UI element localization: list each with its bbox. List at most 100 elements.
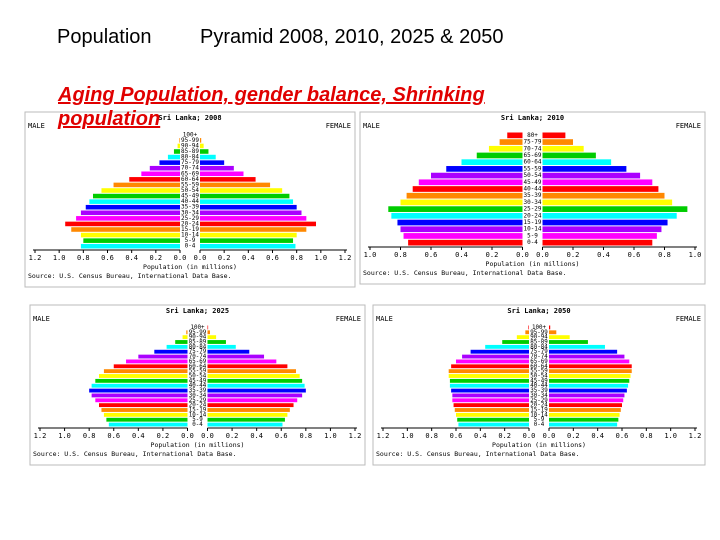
x-tick-label: 1.0 bbox=[53, 254, 66, 262]
age-label: 20-24 bbox=[189, 403, 207, 409]
bar-male bbox=[179, 138, 180, 143]
bar-female bbox=[542, 186, 659, 192]
age-label: 0-4 bbox=[527, 239, 538, 246]
x-tick-label: 0.0 bbox=[181, 432, 194, 440]
age-label: 0-4 bbox=[192, 422, 203, 428]
bar-male bbox=[65, 221, 180, 227]
age-label: 90-94 bbox=[189, 335, 207, 341]
x-tick-label: 1.0 bbox=[58, 432, 71, 440]
x-tick-label: 0.6 bbox=[425, 251, 438, 259]
age-label: 40-44 bbox=[181, 198, 199, 205]
age-label: 80-84 bbox=[181, 154, 199, 161]
bar-female bbox=[549, 344, 605, 349]
bar-male bbox=[99, 403, 188, 408]
bar-female bbox=[549, 340, 588, 344]
x-tick-label: 0.8 bbox=[77, 254, 90, 262]
x-tick-label: 0.4 bbox=[597, 251, 610, 259]
bar-female bbox=[542, 219, 668, 226]
bar-male bbox=[462, 354, 529, 359]
bar-female bbox=[207, 344, 236, 349]
x-tick-label: 0.8 bbox=[425, 432, 438, 440]
age-label: 90-94 bbox=[530, 335, 548, 341]
x-tick-label: 1.2 bbox=[29, 254, 42, 262]
age-label: 85-89 bbox=[189, 340, 207, 346]
bar-male bbox=[476, 152, 523, 159]
age-label: 20-24 bbox=[181, 220, 199, 227]
bar-male bbox=[89, 199, 180, 204]
bar-male bbox=[113, 182, 180, 188]
bar-male bbox=[408, 239, 523, 246]
bar-female bbox=[549, 369, 632, 374]
x-tick-label: 0.0 bbox=[523, 432, 536, 440]
bar-female bbox=[549, 354, 625, 359]
age-label: 40-44 bbox=[523, 186, 541, 193]
x-tick-label: 1.2 bbox=[34, 432, 47, 440]
age-label: 45-49 bbox=[181, 193, 199, 200]
bar-female bbox=[200, 221, 316, 227]
bar-male bbox=[138, 354, 188, 359]
bar-male bbox=[453, 403, 529, 408]
legend-male: MALE bbox=[33, 315, 50, 323]
bar-male bbox=[448, 369, 529, 374]
bar-female bbox=[207, 340, 226, 344]
panel bbox=[372, 304, 706, 466]
bar-female bbox=[542, 179, 653, 186]
bar-male bbox=[400, 199, 523, 206]
bar-female bbox=[207, 349, 250, 354]
age-label: 55-59 bbox=[523, 165, 541, 172]
age-label: 30-34 bbox=[523, 199, 541, 206]
age-label: 10-14 bbox=[181, 232, 199, 239]
bar-female bbox=[549, 374, 631, 378]
x-tick-label: 1.2 bbox=[349, 432, 362, 440]
age-label: 75-79 bbox=[181, 159, 199, 166]
bar-female bbox=[200, 216, 307, 221]
age-label: 65-69 bbox=[523, 152, 541, 159]
panel bbox=[29, 304, 366, 466]
bar-male bbox=[89, 388, 188, 393]
bar-female bbox=[200, 149, 209, 154]
bar-male bbox=[167, 154, 180, 160]
x-tick-label: 0.4 bbox=[474, 432, 487, 440]
bar-male bbox=[397, 219, 523, 226]
age-label: 75-79 bbox=[530, 349, 548, 355]
bar-female bbox=[200, 204, 297, 210]
bar-female bbox=[207, 335, 217, 340]
age-label: 0-4 bbox=[185, 243, 196, 250]
bar-female bbox=[200, 243, 296, 249]
legend-male: MALE bbox=[28, 122, 45, 130]
bar-male bbox=[186, 330, 188, 335]
age-label: 45-49 bbox=[189, 378, 207, 384]
x-tick-label: 0.0 bbox=[201, 432, 214, 440]
bar-male bbox=[418, 179, 523, 186]
age-label: 80+ bbox=[527, 132, 538, 139]
x-tick-label: 0.2 bbox=[567, 251, 580, 259]
age-label: 60-64 bbox=[523, 159, 541, 166]
age-label: 15-19 bbox=[181, 226, 199, 233]
bar-female bbox=[542, 192, 665, 199]
age-label: 20-24 bbox=[523, 212, 541, 219]
bar-male bbox=[126, 359, 188, 364]
bar-female bbox=[200, 232, 297, 238]
bar-female bbox=[549, 422, 618, 427]
bar-male bbox=[101, 188, 180, 193]
x-tick-label: 1.0 bbox=[364, 251, 377, 259]
x-tick-label: 0.0 bbox=[543, 432, 556, 440]
bar-male bbox=[525, 330, 529, 335]
bar-female bbox=[549, 383, 629, 388]
age-label: 25-29 bbox=[523, 206, 541, 213]
bar-female bbox=[549, 388, 627, 393]
age-label: 85-89 bbox=[530, 340, 548, 346]
x-tick-label: 0.0 bbox=[516, 251, 529, 259]
age-label: 35-39 bbox=[181, 204, 199, 211]
age-label: 10-14 bbox=[523, 226, 541, 233]
x-tick-label: 0.2 bbox=[226, 432, 239, 440]
bar-female bbox=[549, 378, 630, 383]
bar-male bbox=[456, 412, 529, 417]
bar-female bbox=[549, 335, 570, 340]
age-label: 30-34 bbox=[530, 393, 548, 399]
bar-female bbox=[200, 210, 302, 216]
age-label: 50-54 bbox=[181, 187, 199, 194]
bar-male bbox=[406, 192, 523, 199]
bar-female bbox=[200, 160, 225, 165]
source-note: Source: U.S. Census Bureau, Internationa… bbox=[33, 450, 237, 458]
